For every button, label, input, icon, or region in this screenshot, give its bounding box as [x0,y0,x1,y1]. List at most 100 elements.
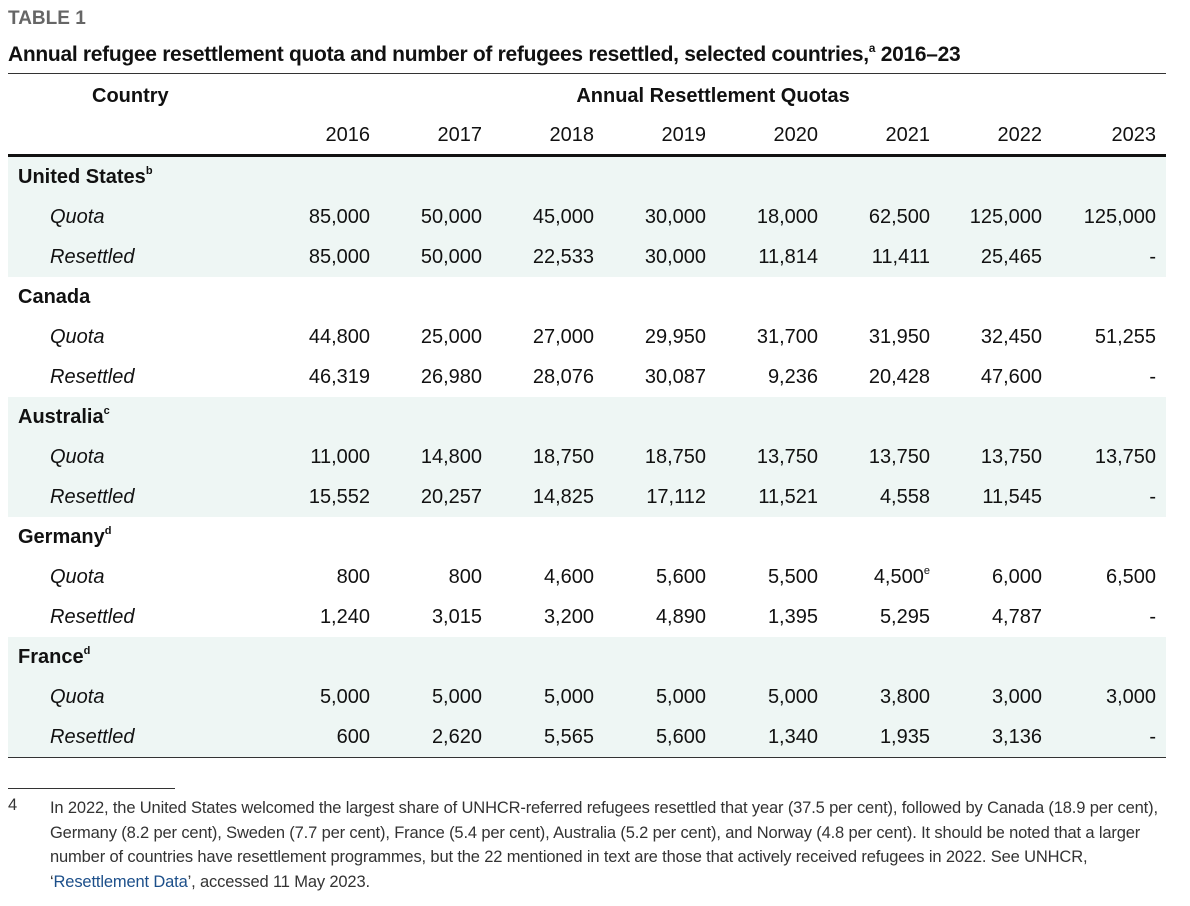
value-cell: 15,552 [260,477,370,517]
country-note: d [104,524,112,537]
row-label: Quota [8,677,260,717]
value-cell: - [1149,605,1157,628]
year-header: 2022 [930,116,1042,157]
value-cell: 4,890 [655,605,706,628]
value-cell: 5,000 [482,677,594,717]
title-note: a [868,41,876,55]
value-cell: 44,800 [308,325,370,348]
group-row: United Statesb [8,155,1167,197]
value-cell: 50,000 [370,237,482,277]
data-row: Quota 44,800 25,000 27,000 29,950 31,700 31,95… [8,317,1166,357]
row-label: Quota [50,565,105,588]
value-cell: 17,112 [594,477,706,517]
group-row: Germanyd [8,517,1166,557]
row-label: Resettled [8,477,260,517]
table-body: United Statesb Quota 85,000 50,000 45,000 30,… [8,155,1167,758]
data-table: Country Annual Resettlement Quotas 2016 2… [8,76,1167,758]
value-cell: 30,087 [644,365,706,388]
group-row: Australiac [8,397,1167,437]
value-cell: 125,000 [1042,197,1167,237]
country-note: c [103,404,110,417]
value-cell: 47,600 [980,365,1042,388]
row-label: Resettled [8,237,260,277]
group-row: Franced [8,637,1167,677]
row-label: Quota [8,437,260,477]
table-title: Annual refugee resettlement quota and nu… [8,41,961,67]
row-label: Resettled [50,605,135,628]
value-cell: 4,600 [543,565,594,588]
value-cell: 5,000 [370,677,482,717]
value-cell: 29,950 [644,325,706,348]
title-text: Annual refugee resettlement quota and nu… [8,43,869,66]
country-name: Germany [18,525,105,548]
value-cell: 20,257 [370,477,482,517]
data-row: Resettled 600 2,620 5,565 5,600 1,340 1,935 3,1… [8,717,1167,758]
data-row: Resettled 15,552 20,257 14,825 17,112 11,521 4… [8,477,1167,517]
value-cell: 3,136 [930,717,1042,758]
country-cell: United Statesb [8,155,260,197]
rule [8,73,1166,74]
year-header: 2018 [482,116,594,157]
year-header: 2017 [370,116,482,157]
value-cell: 125,000 [930,197,1042,237]
value-cell: 11,545 [930,477,1042,517]
blank-cell [260,277,1166,317]
value-cell: 25,000 [420,325,482,348]
country-cell: Canada [8,277,260,317]
value-cell: 5,500 [767,565,818,588]
footnote-text: In 2022, the United States welcomed the … [50,796,1170,894]
value-cell: 5,000 [260,677,370,717]
cell-value: 4,500 [873,565,924,588]
value-cell: 30,000 [594,197,706,237]
value-cell: 30,000 [594,237,706,277]
value-cell: 3,000 [1042,677,1167,717]
blank-cell [260,637,1167,677]
value-cell: 1,395 [767,605,818,628]
blank-cell [260,397,1167,437]
data-row: Quota 5,000 5,000 5,000 5,000 5,000 3,800 3,000… [8,677,1167,717]
country-cell: Germanyd [8,517,260,557]
value-cell: 20,428 [868,365,930,388]
value-cell: 31,700 [756,325,818,348]
value-cell: 28,076 [532,365,594,388]
value-cell: 4,787 [991,605,1042,628]
group-row: Canada [8,277,1166,317]
value-cell: 11,814 [706,237,818,277]
data-row: Resettled 46,319 26,980 28,076 30,087 9,236 20… [8,357,1166,397]
value-cell: 26,980 [420,365,482,388]
value-cell: 31,950 [868,325,930,348]
value-cell: 13,750 [1042,437,1167,477]
country-name: United States [18,165,146,188]
value-cell: 1,935 [818,717,930,758]
value-cell: 5,600 [594,717,706,758]
value-cell: 6,500 [1105,565,1157,588]
value-cell: 51,255 [1094,325,1157,348]
value-cell: 32,450 [980,325,1042,348]
header-country: Country [92,84,169,107]
cell-note: e [923,564,930,577]
value-cell: - [1042,477,1167,517]
footnote-link[interactable]: Resettlement Data [53,872,188,891]
country-note: b [145,164,153,177]
value-cell: 5,295 [879,605,930,628]
country-name: France [18,645,84,668]
value-cell: 11,411 [818,237,930,277]
data-row: Quota 85,000 50,000 45,000 30,000 18,000 62,50… [8,197,1167,237]
value-cell: 600 [260,717,370,758]
blank-cell [260,155,1167,197]
value-cell: 85,000 [260,237,370,277]
footnote-body: In 2022, the United States welcomed the … [50,799,1158,891]
value-cell: 25,465 [930,237,1042,277]
value-cell: 6,000 [991,565,1042,588]
value-cell: 800 [448,565,482,588]
value-cell: 4,500e [818,557,930,597]
country-name: Canada [18,285,91,308]
year-header: 2016 [260,116,370,157]
value-cell: 3,015 [431,605,482,628]
value-cell: 3,800 [818,677,930,717]
footnote-rule [8,788,175,789]
value-cell: 85,000 [260,197,370,237]
value-cell: - [1042,237,1167,277]
year-header: 2021 [818,116,930,157]
